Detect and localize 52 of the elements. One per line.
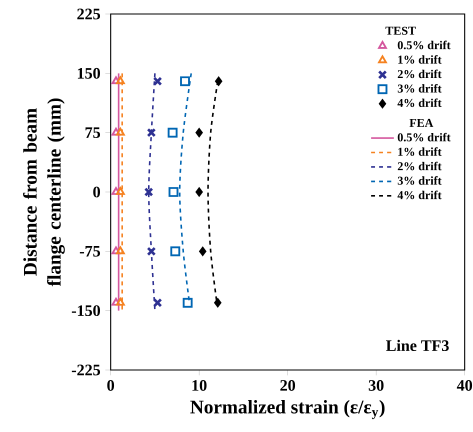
point [112, 246, 120, 254]
point [152, 298, 162, 308]
annotation: TEST [386, 26, 416, 35]
legend-label: 0.5% drift [398, 132, 451, 142]
y-tick-label: 225 [77, 8, 100, 20]
point [168, 187, 178, 197]
point [182, 298, 193, 308]
point [146, 128, 156, 138]
y-tick-label: 75 [86, 127, 100, 138]
point [152, 76, 162, 86]
x-tick-label: 30 [368, 380, 384, 391]
point [116, 76, 125, 84]
legend-label: 0.5% drift [398, 40, 451, 50]
legend-label: 3% drift [398, 84, 442, 93]
point [146, 246, 156, 256]
legend-label: 4% drift [397, 98, 442, 108]
point [214, 298, 222, 308]
legend-label: 2% drift [398, 70, 442, 78]
point [116, 246, 125, 254]
legend-label: 1% drift [398, 55, 442, 64]
point [112, 187, 120, 195]
y-tick-label: -150 [72, 305, 100, 316]
x-axis-title: Normalized strain (ε/ε$_{y}$) [190, 400, 385, 420]
annotation: Line TF3 [386, 340, 449, 352]
point [195, 128, 203, 138]
point [116, 128, 125, 136]
legend-label: 4% drift [397, 190, 442, 200]
x-tick-label: 0 [107, 380, 114, 391]
x-tick-label: 10 [192, 380, 207, 391]
y-axis-title: Distance from beam flange centerline (mm) [23, 98, 65, 286]
point [144, 187, 154, 197]
point [195, 187, 203, 197]
point [168, 128, 178, 138]
x-tick-label: 40 [456, 380, 472, 391]
point [112, 128, 120, 136]
point [116, 298, 125, 306]
point [112, 298, 120, 306]
y-tick-label: 150 [78, 68, 100, 79]
legend-label: 1% drift [398, 147, 442, 156]
annotation: FEA [410, 118, 434, 127]
point [116, 187, 125, 195]
point [198, 246, 206, 256]
y-tick-label: 0 [93, 186, 100, 198]
point [112, 76, 120, 84]
y-tick-label: -75 [80, 246, 100, 257]
legend-label: 3% drift [398, 176, 442, 185]
x-tick-label: 20 [280, 380, 296, 391]
legend-label: 2% drift [398, 162, 442, 170]
point [170, 246, 180, 256]
point [214, 76, 222, 86]
point [180, 76, 190, 86]
y-tick-label: -225 [72, 364, 100, 376]
